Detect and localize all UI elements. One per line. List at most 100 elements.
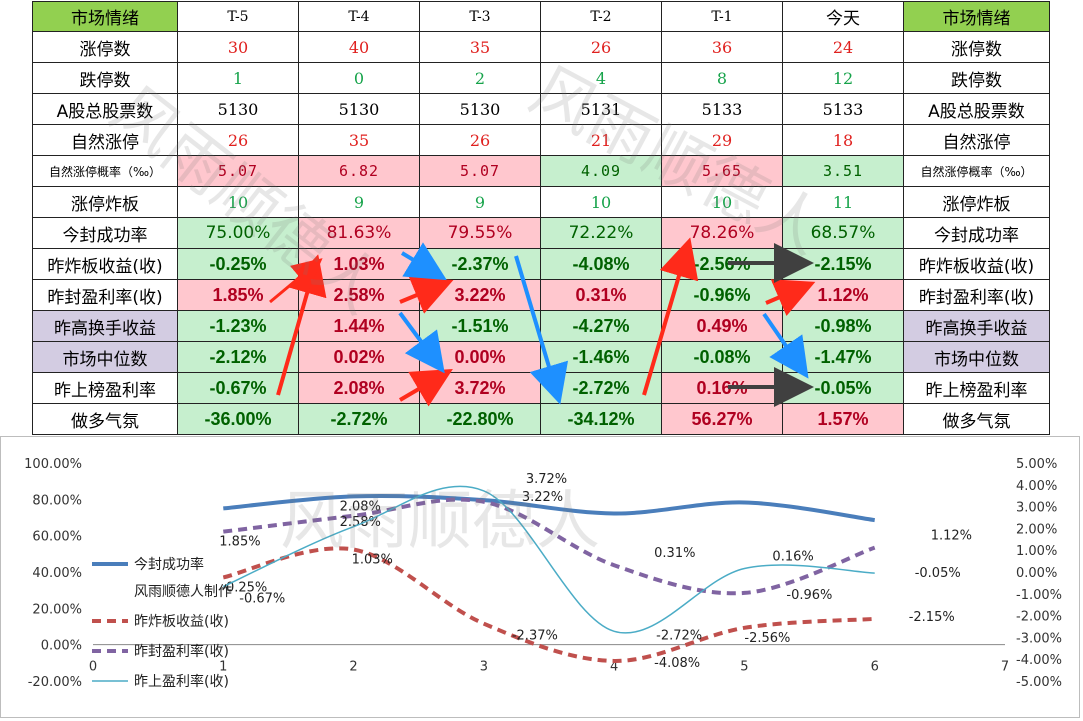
metric-value: 26 [541,32,662,63]
data-label: -0.67% [239,592,285,607]
table-row: 跌停数 1 0 2 4 8 12 跌停数 [0,63,1083,94]
data-label: 3.22% [522,490,563,505]
metric-value: 5130 [299,94,420,125]
row-label: 市场中位数 [32,342,178,373]
metric-value: 4.09 [541,156,662,187]
metric-value: -2.12% [178,342,299,373]
metric-value: -22.80% [420,404,541,435]
metric-value: 3.51 [783,156,904,187]
metric-value: 1.57% [783,404,904,435]
metric-value: 1.85% [178,280,299,311]
metric-value: -1.23% [178,311,299,342]
y-right-tick-label: 4.00% [1016,479,1057,494]
data-label: -2.15% [909,610,955,625]
metric-value: 10 [662,187,783,218]
header-day: T-1 [662,1,783,32]
row-label-right: 跌停数 [904,63,1050,94]
x-tick-label: 4 [610,660,618,675]
metric-value: -0.08% [662,342,783,373]
metric-value: 4 [541,63,662,94]
metric-value: 72.22% [541,218,662,249]
metric-value: 5.07 [420,156,541,187]
sentiment-line-chart: 100.00%80.00%60.00%40.00%20.00%0.00%-20.… [24,457,1062,690]
metric-value: -34.12% [541,404,662,435]
y-right-tick-label: -3.00% [1016,631,1062,646]
metric-value: 12 [783,63,904,94]
header-day: T-5 [178,1,299,32]
x-tick-label: 1 [219,660,227,675]
table-row: 今封成功率 75.00% 81.63% 79.55% 72.22% 78.26% 68.57… [0,218,1083,249]
row-label-right: 昨封盈利率(收) [904,280,1050,311]
metric-value: -0.25% [178,249,299,280]
y-right-tick-label: 0.00% [1016,566,1057,581]
x-tick-label: 3 [480,660,488,675]
row-label: 今封成功率 [32,218,178,249]
metric-value: -2.56% [662,249,783,280]
x-tick-label: 7 [1001,660,1009,675]
row-label-right: 昨高换手收益 [904,311,1050,342]
metric-value: -36.00% [178,404,299,435]
data-label: 1.03% [352,553,393,568]
metric-value: 75.00% [178,218,299,249]
metric-value: -0.98% [783,311,904,342]
legend-label: 昨上盈利率(收) [134,673,229,690]
metric-value: -1.46% [541,342,662,373]
metric-value: 8 [662,63,783,94]
metric-value: 68.57% [783,218,904,249]
metric-value: 9 [299,187,420,218]
series-line [223,497,876,596]
market-sentiment-table: 市场情绪 T-5 T-4 T-3 T-2 T-1 今天 市场情绪 涨停数 30 40 35 26 36 24… [0,1,1083,435]
table-row: 昨封盈利率(收) 1.85% 2.58% 3.22% 0.31% -0.96% 1.12% 昨… [0,280,1083,311]
metric-value: 0.00% [420,342,541,373]
metric-value: 18 [783,125,904,156]
metric-value: 0.31% [541,280,662,311]
legend-label: 昨封盈利率(收) [134,643,229,660]
metric-value: 78.26% [662,218,783,249]
data-label: 0.16% [772,550,813,565]
data-label: -2.37% [512,629,558,644]
header-label: 市场情绪 [904,1,1050,32]
metric-value: 1.03% [299,249,420,280]
data-label: -2.56% [744,631,790,646]
table-row: 市场中位数 -2.12% 0.02% 0.00% -1.46% -0.08% -1.47% 市… [0,342,1083,373]
y-left-tick-label: 100.00% [24,457,82,472]
metric-value: 26 [420,125,541,156]
metric-value: 1.44% [299,311,420,342]
y-left-tick-label: 40.00% [32,566,82,581]
series-line [222,546,875,663]
y-left-tick-label: -20.00% [28,675,82,690]
table-row: 自然涨停概率（‰） 5.07 6.82 5.07 4.09 5.65 3.51 自然涨停概率（… [0,156,1083,187]
metric-value: 6.82 [299,156,420,187]
metric-value: 0.49% [662,311,783,342]
metric-value: -4.08% [541,249,662,280]
y-right-tick-label: 3.00% [1016,501,1057,516]
metric-value: -1.51% [420,311,541,342]
metric-value: 29 [662,125,783,156]
metric-value: -2.72% [541,373,662,404]
metric-value: 5.65 [662,156,783,187]
table-row: 涨停炸板 10 9 9 10 10 11 涨停炸板 [0,187,1083,218]
row-label: 涨停炸板 [32,187,178,218]
data-label: -0.96% [786,588,832,603]
x-tick-label: 5 [740,660,748,675]
data-label: -4.08% [654,656,700,671]
row-label-right: 涨停数 [904,32,1050,63]
metric-value: 9 [420,187,541,218]
x-tick-label: 6 [871,660,879,675]
row-label: 昨炸板收益(收) [32,249,178,280]
metric-value: -1.47% [783,342,904,373]
metric-value: 26 [178,125,299,156]
metric-value: -2.37% [420,249,541,280]
metric-value: 10 [541,187,662,218]
y-right-tick-label: -2.00% [1016,610,1062,625]
data-label: 2.58% [340,515,381,530]
row-label: 昨高换手收益 [32,311,178,342]
metric-value: 35 [420,32,541,63]
metric-value: 40 [299,32,420,63]
row-label-right: 今封成功率 [904,218,1050,249]
metric-value: -4.27% [541,311,662,342]
table-row: 自然涨停 26 35 26 21 29 18 自然涨停 [0,125,1083,156]
y-right-tick-label: -5.00% [1016,675,1062,690]
table-row: 涨停数 30 40 35 26 36 24 涨停数 [0,32,1083,63]
metric-value: -0.96% [662,280,783,311]
